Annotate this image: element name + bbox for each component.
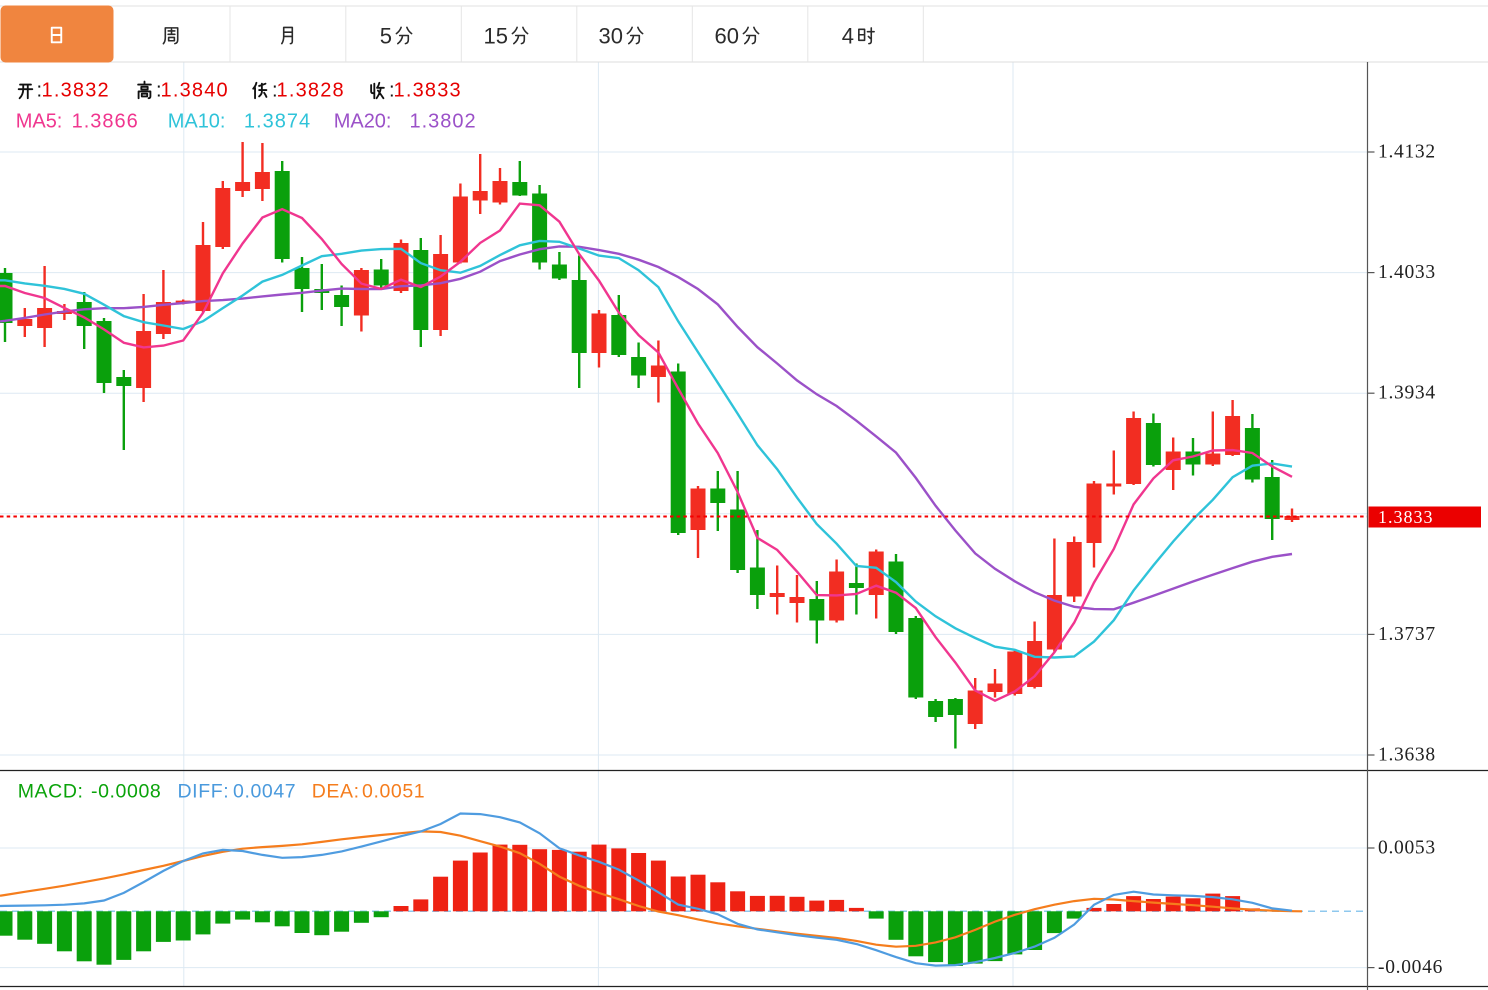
svg-text:5: 5 <box>380 24 392 49</box>
svg-text:1.4132: 1.4132 <box>1378 142 1436 163</box>
svg-text:15: 15 <box>484 24 508 49</box>
svg-text::: : <box>37 80 43 102</box>
svg-text:-0.0046: -0.0046 <box>1378 957 1443 978</box>
svg-text:30: 30 <box>599 24 623 49</box>
svg-text:4: 4 <box>842 24 854 49</box>
svg-text:1.3828: 1.3828 <box>277 80 345 102</box>
svg-text:DEA:: DEA: <box>312 781 360 803</box>
svg-text:1.3833: 1.3833 <box>1378 507 1434 527</box>
svg-text:60: 60 <box>715 24 739 49</box>
svg-text:1.3638: 1.3638 <box>1378 745 1436 766</box>
svg-text:0.0053: 0.0053 <box>1378 838 1436 859</box>
svg-text:MACD:: MACD: <box>18 781 84 803</box>
svg-text:1.4033: 1.4033 <box>1378 262 1436 283</box>
svg-text:1.3832: 1.3832 <box>42 80 110 102</box>
svg-text:1.3866: 1.3866 <box>72 111 139 133</box>
svg-text:MA20:: MA20: <box>334 111 392 133</box>
svg-text:MA10:: MA10: <box>168 111 226 133</box>
svg-text:-0.0008: -0.0008 <box>91 781 161 803</box>
svg-text:1.3934: 1.3934 <box>1378 383 1436 404</box>
svg-text:1.3802: 1.3802 <box>410 111 477 133</box>
svg-text:1.3737: 1.3737 <box>1378 624 1436 645</box>
svg-text:1.3840: 1.3840 <box>161 80 229 102</box>
svg-text:0.0047: 0.0047 <box>233 781 296 803</box>
svg-text:DIFF:: DIFF: <box>178 781 230 803</box>
svg-text:1.3874: 1.3874 <box>244 111 311 133</box>
svg-text::: : <box>272 80 278 102</box>
svg-text:1.3833: 1.3833 <box>394 80 462 102</box>
svg-text:0.0051: 0.0051 <box>362 781 425 803</box>
svg-text:MA5:: MA5: <box>16 111 63 133</box>
svg-text::: : <box>389 80 395 102</box>
svg-text::: : <box>156 80 162 102</box>
